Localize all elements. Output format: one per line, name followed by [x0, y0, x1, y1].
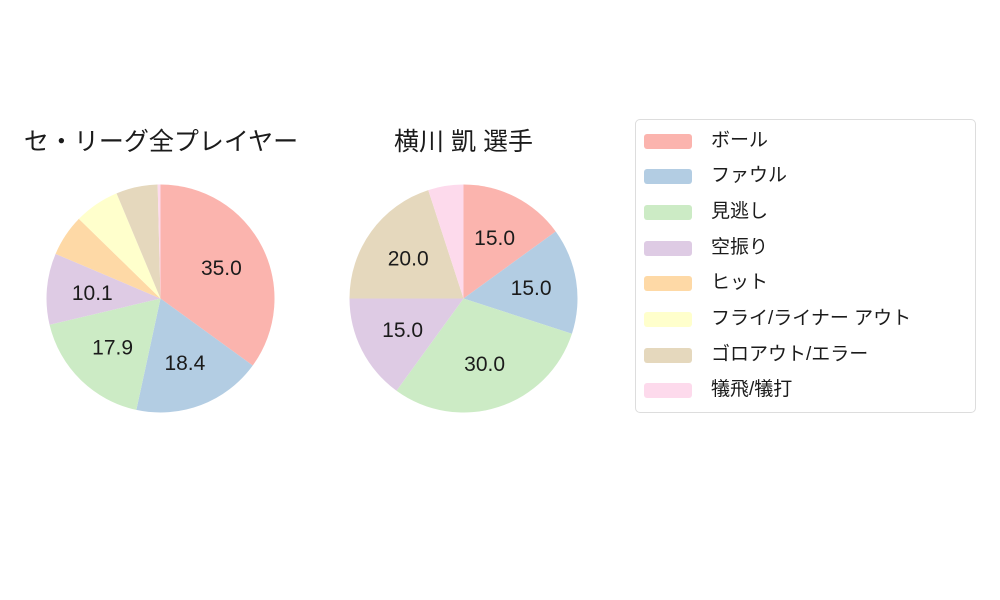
legend-label: ゴロアウト/エラー	[711, 343, 869, 365]
pie-slice-0-7[interactable]	[157, 184, 161, 299]
chart-title-player: 横川 凱 選手	[394, 128, 533, 156]
slice-value-label: 18.4	[164, 352, 205, 375]
pie-slice-0-0[interactable]	[160, 184, 275, 366]
pie-slice-1-7[interactable]	[428, 184, 464, 299]
legend-item-sacrifice[interactable]: 犠飛/犠打	[636, 373, 975, 408]
pie-slice-1-6[interactable]	[349, 190, 464, 299]
pie-slice-0-2[interactable]	[49, 298, 161, 410]
legend-label: 空振り	[711, 236, 769, 258]
legend-swatch-ball	[644, 133, 692, 149]
legend-swatch-groundout-error	[644, 347, 692, 363]
legend-item-hit[interactable]: ヒット	[636, 266, 975, 301]
slice-value-label: 15.0	[474, 227, 515, 250]
slice-value-label: 17.9	[92, 337, 133, 360]
legend-label: フライ/ライナー アウト	[711, 307, 912, 329]
legend-item-fly-liner-out[interactable]: フライ/ライナー アウト	[636, 302, 975, 337]
legend-swatch-swinging-strike	[644, 240, 692, 256]
pie-slice-1-2[interactable]	[396, 298, 572, 413]
slice-value-label: 20.0	[388, 248, 429, 271]
legend-swatch-fly-liner-out	[644, 311, 692, 327]
legend-item-foul[interactable]: ファウル	[636, 159, 975, 194]
pie-slice-0-4[interactable]	[55, 218, 161, 299]
legend-label: ボール	[711, 129, 769, 151]
legend-item-groundout-error[interactable]: ゴロアウト/エラー	[636, 338, 975, 373]
legend-label: 犠飛/犠打	[711, 379, 793, 401]
legend-label: ファウル	[711, 165, 788, 187]
legend-swatch-called-strike	[644, 204, 692, 220]
legend-label: ヒット	[711, 272, 769, 294]
slice-value-label: 15.0	[511, 277, 552, 300]
legend-item-ball[interactable]: ボール	[636, 124, 975, 159]
legend: ボール ファウル 見逃し 空振り ヒット フライ/ライナー アウト ゴロアウト/…	[635, 119, 976, 413]
legend-swatch-hit	[644, 276, 692, 292]
pie-chart-player: 15.0 15.0 30.0 15.0 20.0	[349, 184, 578, 413]
pie-slice-1-3[interactable]	[349, 298, 464, 391]
slice-value-label: 10.1	[72, 282, 113, 305]
slice-value-label: 35.0	[201, 257, 242, 280]
pie-slice-1-0[interactable]	[463, 184, 556, 299]
legend-item-swinging-strike[interactable]: 空振り	[636, 231, 975, 266]
legend-item-called-strike[interactable]: 見逃し	[636, 195, 975, 230]
pie-slice-0-1[interactable]	[136, 298, 253, 413]
chart-title-league: セ・リーグ全プレイヤー	[23, 128, 299, 156]
pie-slice-0-5[interactable]	[78, 193, 161, 299]
slice-value-label: 15.0	[382, 319, 423, 342]
slice-value-label: 30.0	[464, 353, 505, 376]
pie-slice-0-6[interactable]	[116, 184, 161, 299]
legend-swatch-foul	[644, 169, 692, 185]
pie-chart-league: 35.0 18.4 17.9 10.1	[46, 184, 275, 413]
pie-slice-1-1[interactable]	[463, 231, 578, 334]
legend-swatch-sacrifice	[644, 383, 692, 399]
pie-slice-0-3[interactable]	[46, 253, 161, 325]
legend-label: 見逃し	[711, 201, 769, 223]
